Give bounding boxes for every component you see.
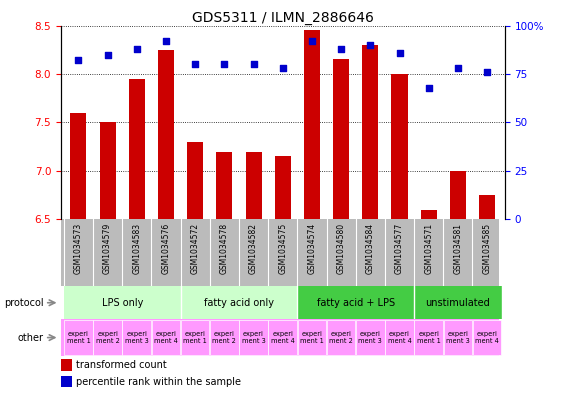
Point <box>483 69 492 75</box>
Bar <box>298 286 414 320</box>
Text: GSM1034576: GSM1034576 <box>161 223 171 274</box>
Bar <box>158 50 174 219</box>
Point <box>74 57 83 64</box>
Bar <box>420 210 437 219</box>
Bar <box>216 152 233 219</box>
Text: experi
ment 1: experi ment 1 <box>300 331 324 344</box>
Text: unstimulated: unstimulated <box>426 298 490 308</box>
Text: GSM1034573: GSM1034573 <box>74 223 83 274</box>
Text: experi
ment 3: experi ment 3 <box>242 331 266 344</box>
Bar <box>152 320 180 355</box>
Text: LPS only: LPS only <box>102 298 143 308</box>
Bar <box>61 376 72 387</box>
Text: experi
ment 1: experi ment 1 <box>183 331 207 344</box>
Bar <box>240 320 268 355</box>
Text: GSM1034579: GSM1034579 <box>103 223 112 274</box>
Point <box>161 38 171 44</box>
Bar <box>333 59 349 219</box>
Bar <box>122 320 151 355</box>
Text: experi
ment 2: experi ment 2 <box>329 331 353 344</box>
Bar <box>414 320 443 355</box>
Text: GSM1034574: GSM1034574 <box>307 223 317 274</box>
Point <box>191 61 200 68</box>
Point <box>132 46 142 52</box>
Bar <box>100 123 115 219</box>
Text: experi
ment 3: experi ment 3 <box>446 331 470 344</box>
Text: experi
ment 4: experi ment 4 <box>154 331 178 344</box>
Bar <box>129 79 145 219</box>
Text: percentile rank within the sample: percentile rank within the sample <box>77 377 241 387</box>
Text: fatty acid only: fatty acid only <box>204 298 274 308</box>
Bar <box>298 320 326 355</box>
Bar <box>473 320 501 355</box>
Point <box>307 38 317 44</box>
Point <box>365 42 375 48</box>
Text: experi
ment 4: experi ment 4 <box>387 331 411 344</box>
Point <box>220 61 229 68</box>
Bar <box>181 320 209 355</box>
Bar <box>61 359 72 371</box>
Point <box>395 50 404 56</box>
Point <box>249 61 258 68</box>
Point <box>336 46 346 52</box>
Bar <box>64 286 180 320</box>
Text: GSM1034583: GSM1034583 <box>132 223 142 274</box>
Text: experi
ment 1: experi ment 1 <box>67 331 90 344</box>
Text: experi
ment 1: experi ment 1 <box>417 331 441 344</box>
Bar <box>444 320 472 355</box>
Text: GSM1034580: GSM1034580 <box>336 223 346 274</box>
Bar <box>210 320 239 355</box>
Text: GSM1034575: GSM1034575 <box>278 223 287 274</box>
Point <box>103 51 113 58</box>
Bar <box>385 320 414 355</box>
Text: experi
ment 4: experi ment 4 <box>271 331 295 344</box>
Point <box>453 65 462 72</box>
Point <box>424 84 433 91</box>
Bar <box>70 113 86 219</box>
Bar <box>450 171 466 219</box>
Text: experi
ment 2: experi ment 2 <box>96 331 119 344</box>
Point <box>278 65 288 72</box>
Text: GSM1034584: GSM1034584 <box>366 223 375 274</box>
Bar <box>479 195 495 219</box>
Text: fatty acid + LPS: fatty acid + LPS <box>317 298 395 308</box>
Text: experi
ment 2: experi ment 2 <box>212 331 236 344</box>
Text: GSM1034577: GSM1034577 <box>395 223 404 274</box>
Text: other: other <box>17 332 44 343</box>
Bar <box>275 156 291 219</box>
Text: GSM1034581: GSM1034581 <box>454 223 462 274</box>
Bar <box>392 74 408 219</box>
Text: GSM1034572: GSM1034572 <box>191 223 200 274</box>
Bar <box>93 320 122 355</box>
Bar <box>180 286 298 320</box>
Bar <box>187 142 203 219</box>
Text: GSM1034571: GSM1034571 <box>424 223 433 274</box>
Text: experi
ment 3: experi ment 3 <box>358 331 382 344</box>
Bar <box>362 45 378 219</box>
Text: experi
ment 3: experi ment 3 <box>125 331 148 344</box>
Bar <box>245 152 262 219</box>
Text: experi
ment 4: experi ment 4 <box>475 331 499 344</box>
Bar <box>269 320 297 355</box>
Bar <box>304 30 320 219</box>
Text: GSM1034585: GSM1034585 <box>483 223 492 274</box>
Text: protocol: protocol <box>3 298 43 308</box>
Text: GSM1034582: GSM1034582 <box>249 223 258 274</box>
Bar <box>64 320 93 355</box>
Bar <box>414 286 502 320</box>
Text: transformed count: transformed count <box>77 360 167 370</box>
Bar <box>327 320 356 355</box>
Title: GDS5311 / ILMN_2886646: GDS5311 / ILMN_2886646 <box>192 11 374 24</box>
Text: GSM1034578: GSM1034578 <box>220 223 229 274</box>
Bar <box>356 320 385 355</box>
